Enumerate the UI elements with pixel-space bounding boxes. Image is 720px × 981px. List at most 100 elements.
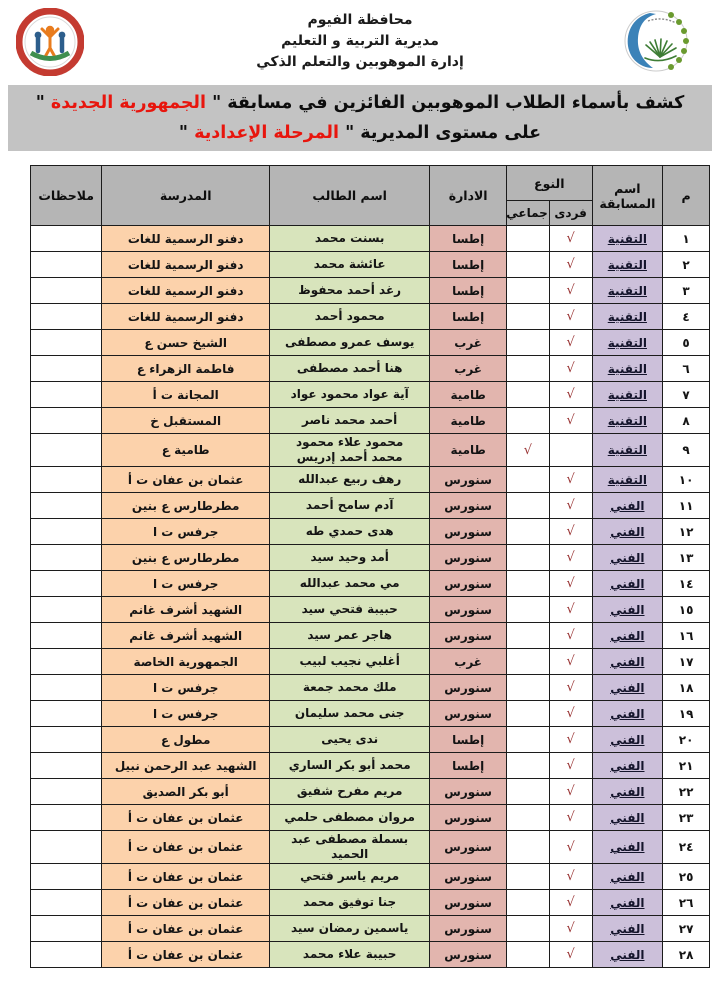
group-check-cell <box>506 544 550 571</box>
school-cell: المستقبل خ <box>101 407 271 434</box>
competition-name-cell: الفني <box>591 889 664 916</box>
competition-name-cell: التقنية <box>591 303 664 330</box>
notes-cell <box>29 596 103 623</box>
notes-cell <box>29 303 103 330</box>
table-row: ٢٣ الفني √ سنورس مروان مصطفى حلمي عثمان … <box>29 804 710 831</box>
group-check-cell <box>506 570 550 597</box>
title1-highlight: الجمهورية الجديدة <box>50 93 206 113</box>
student-name-cell: عائشة محمد <box>269 251 431 278</box>
table-row: ١ التقنية √ إطسا بسنت محمد دفنو الرسمية … <box>29 225 710 252</box>
student-name-cell: جنى محمد سليمان <box>269 700 431 727</box>
title1-end: " <box>35 93 51 113</box>
competition-name-cell: الفني <box>591 863 664 890</box>
notes-cell <box>29 622 103 649</box>
competition-name-cell: التقنية <box>591 251 664 278</box>
row-number: ١٢ <box>662 518 710 545</box>
individual-check-cell: √ <box>548 889 593 916</box>
student-name-cell: حبيبة فتحي سيد <box>269 596 431 623</box>
table-row: ١٧ الفني √ غرب أغلبي نجيب لبيب الجمهورية… <box>29 648 710 675</box>
individual-check-cell: √ <box>548 622 593 649</box>
individual-check-cell: √ <box>548 381 593 408</box>
student-name-cell: آية عواد محمود عواد <box>269 381 431 408</box>
table-row: ٩ التقنية √ طامية محمود علاء محمود محمد أ… <box>29 433 710 467</box>
group-check-cell: √ <box>506 433 550 467</box>
notes-cell <box>29 251 103 278</box>
table-row: ١٦ الفني √ سنورس هاجر عمر سيد الشهيد أشر… <box>29 622 710 649</box>
notes-cell <box>29 381 103 408</box>
row-number: ١٩ <box>662 700 710 727</box>
col-header-administration: الادارة <box>429 165 508 226</box>
school-cell: مطرطارس ع بنين <box>101 492 271 519</box>
org-header: محافظة الفيوم مديرية التربية و التعليم إ… <box>0 0 720 73</box>
notes-cell <box>29 518 103 545</box>
governorate-line: محافظة الفيوم <box>307 12 413 28</box>
col-header-type: النوع <box>506 165 593 201</box>
competition-name-cell: التقنية <box>591 355 664 382</box>
student-name-cell: أمد وحيد سيد <box>269 544 431 571</box>
administration-cell: إطسا <box>429 303 508 330</box>
student-name-cell: جنا توفيق محمد <box>269 889 431 916</box>
row-number: ٢٨ <box>662 941 710 968</box>
individual-check-cell <box>548 433 593 467</box>
school-cell: عثمان بن عفان ت أ <box>101 466 271 493</box>
col-header-competition: اسم المسابقة <box>591 165 664 226</box>
notes-cell <box>29 752 103 779</box>
school-cell: جرفس ت ا <box>101 518 271 545</box>
school-cell: مطول ع <box>101 726 271 753</box>
table-row: ٣ التقنية √ إطسا رغد أحمد محفوظ دفنو الر… <box>29 277 710 304</box>
table-row: ٧ التقنية √ طامية آية عواد محمود عواد ال… <box>29 381 710 408</box>
row-number: ١٥ <box>662 596 710 623</box>
row-number: ١١ <box>662 492 710 519</box>
administration-cell: سنورس <box>429 830 508 864</box>
school-cell: عثمان بن عفان ت أ <box>101 915 271 942</box>
student-name-cell: بسملة مصطفى عبد الحميد <box>269 830 431 864</box>
notes-cell <box>29 407 103 434</box>
col-header-group: جماعي <box>506 200 550 226</box>
individual-check-cell: √ <box>548 570 593 597</box>
row-number: ٢٦ <box>662 889 710 916</box>
school-cell: دفنو الرسمية للغات <box>101 251 271 278</box>
competition-name-cell: الفني <box>591 830 664 864</box>
table-row: ٢٠ الفني √ إطسا ندى يحيى مطول ع <box>29 726 710 753</box>
individual-check-cell: √ <box>548 329 593 356</box>
notes-cell <box>29 329 103 356</box>
table-row: ٢٥ الفني √ سنورس مريم ياسر فتحي عثمان بن… <box>29 863 710 890</box>
group-check-cell <box>506 251 550 278</box>
administration-cell: سنورس <box>429 863 508 890</box>
individual-check-cell: √ <box>548 941 593 968</box>
administration-cell: غرب <box>429 648 508 675</box>
table-row: ١٢ الفني √ سنورس هدى حمدي طه جرفس ت ا <box>29 518 710 545</box>
school-cell: الجمهورية الخاصة <box>101 648 271 675</box>
table-row: ٥ التقنية √ غرب يوسف عمرو مصطفى الشيخ حس… <box>29 329 710 356</box>
col-header-school: المدرسة <box>101 165 271 226</box>
document-title: كشف بأسماء الطلاب الموهوبين الفائزين في … <box>8 85 712 151</box>
student-name-cell: هاجر عمر سيد <box>269 622 431 649</box>
individual-check-cell: √ <box>548 778 593 805</box>
student-name-cell: يوسف عمرو مصطفى <box>269 329 431 356</box>
individual-check-cell: √ <box>548 915 593 942</box>
group-check-cell <box>506 778 550 805</box>
table-row: ١٨ الفني √ سنورس ملك محمد جمعة جرفس ت ا <box>29 674 710 701</box>
group-check-cell <box>506 830 550 864</box>
administration-cell: إطسا <box>429 225 508 252</box>
school-cell: دفنو الرسمية للغات <box>101 277 271 304</box>
individual-check-cell: √ <box>548 251 593 278</box>
school-cell: مطرطارس ع بنين <box>101 544 271 571</box>
individual-check-cell: √ <box>548 648 593 675</box>
school-cell: الشيخ حسن ع <box>101 329 271 356</box>
row-number: ٢٧ <box>662 915 710 942</box>
individual-check-cell: √ <box>548 596 593 623</box>
row-number: ٢٥ <box>662 863 710 890</box>
administration-cell: سنورس <box>429 466 508 493</box>
table-row: ١٣ الفني √ سنورس أمد وحيد سيد مطرطارس ع … <box>29 544 710 571</box>
administration-cell: سنورس <box>429 544 508 571</box>
administration-cell: سنورس <box>429 596 508 623</box>
administration-cell: سنورس <box>429 915 508 942</box>
administration-cell: سنورس <box>429 492 508 519</box>
group-check-cell <box>506 915 550 942</box>
competition-name-cell: التقنية <box>591 433 664 467</box>
group-check-cell <box>506 596 550 623</box>
individual-check-cell: √ <box>548 726 593 753</box>
administration-cell: سنورس <box>429 889 508 916</box>
